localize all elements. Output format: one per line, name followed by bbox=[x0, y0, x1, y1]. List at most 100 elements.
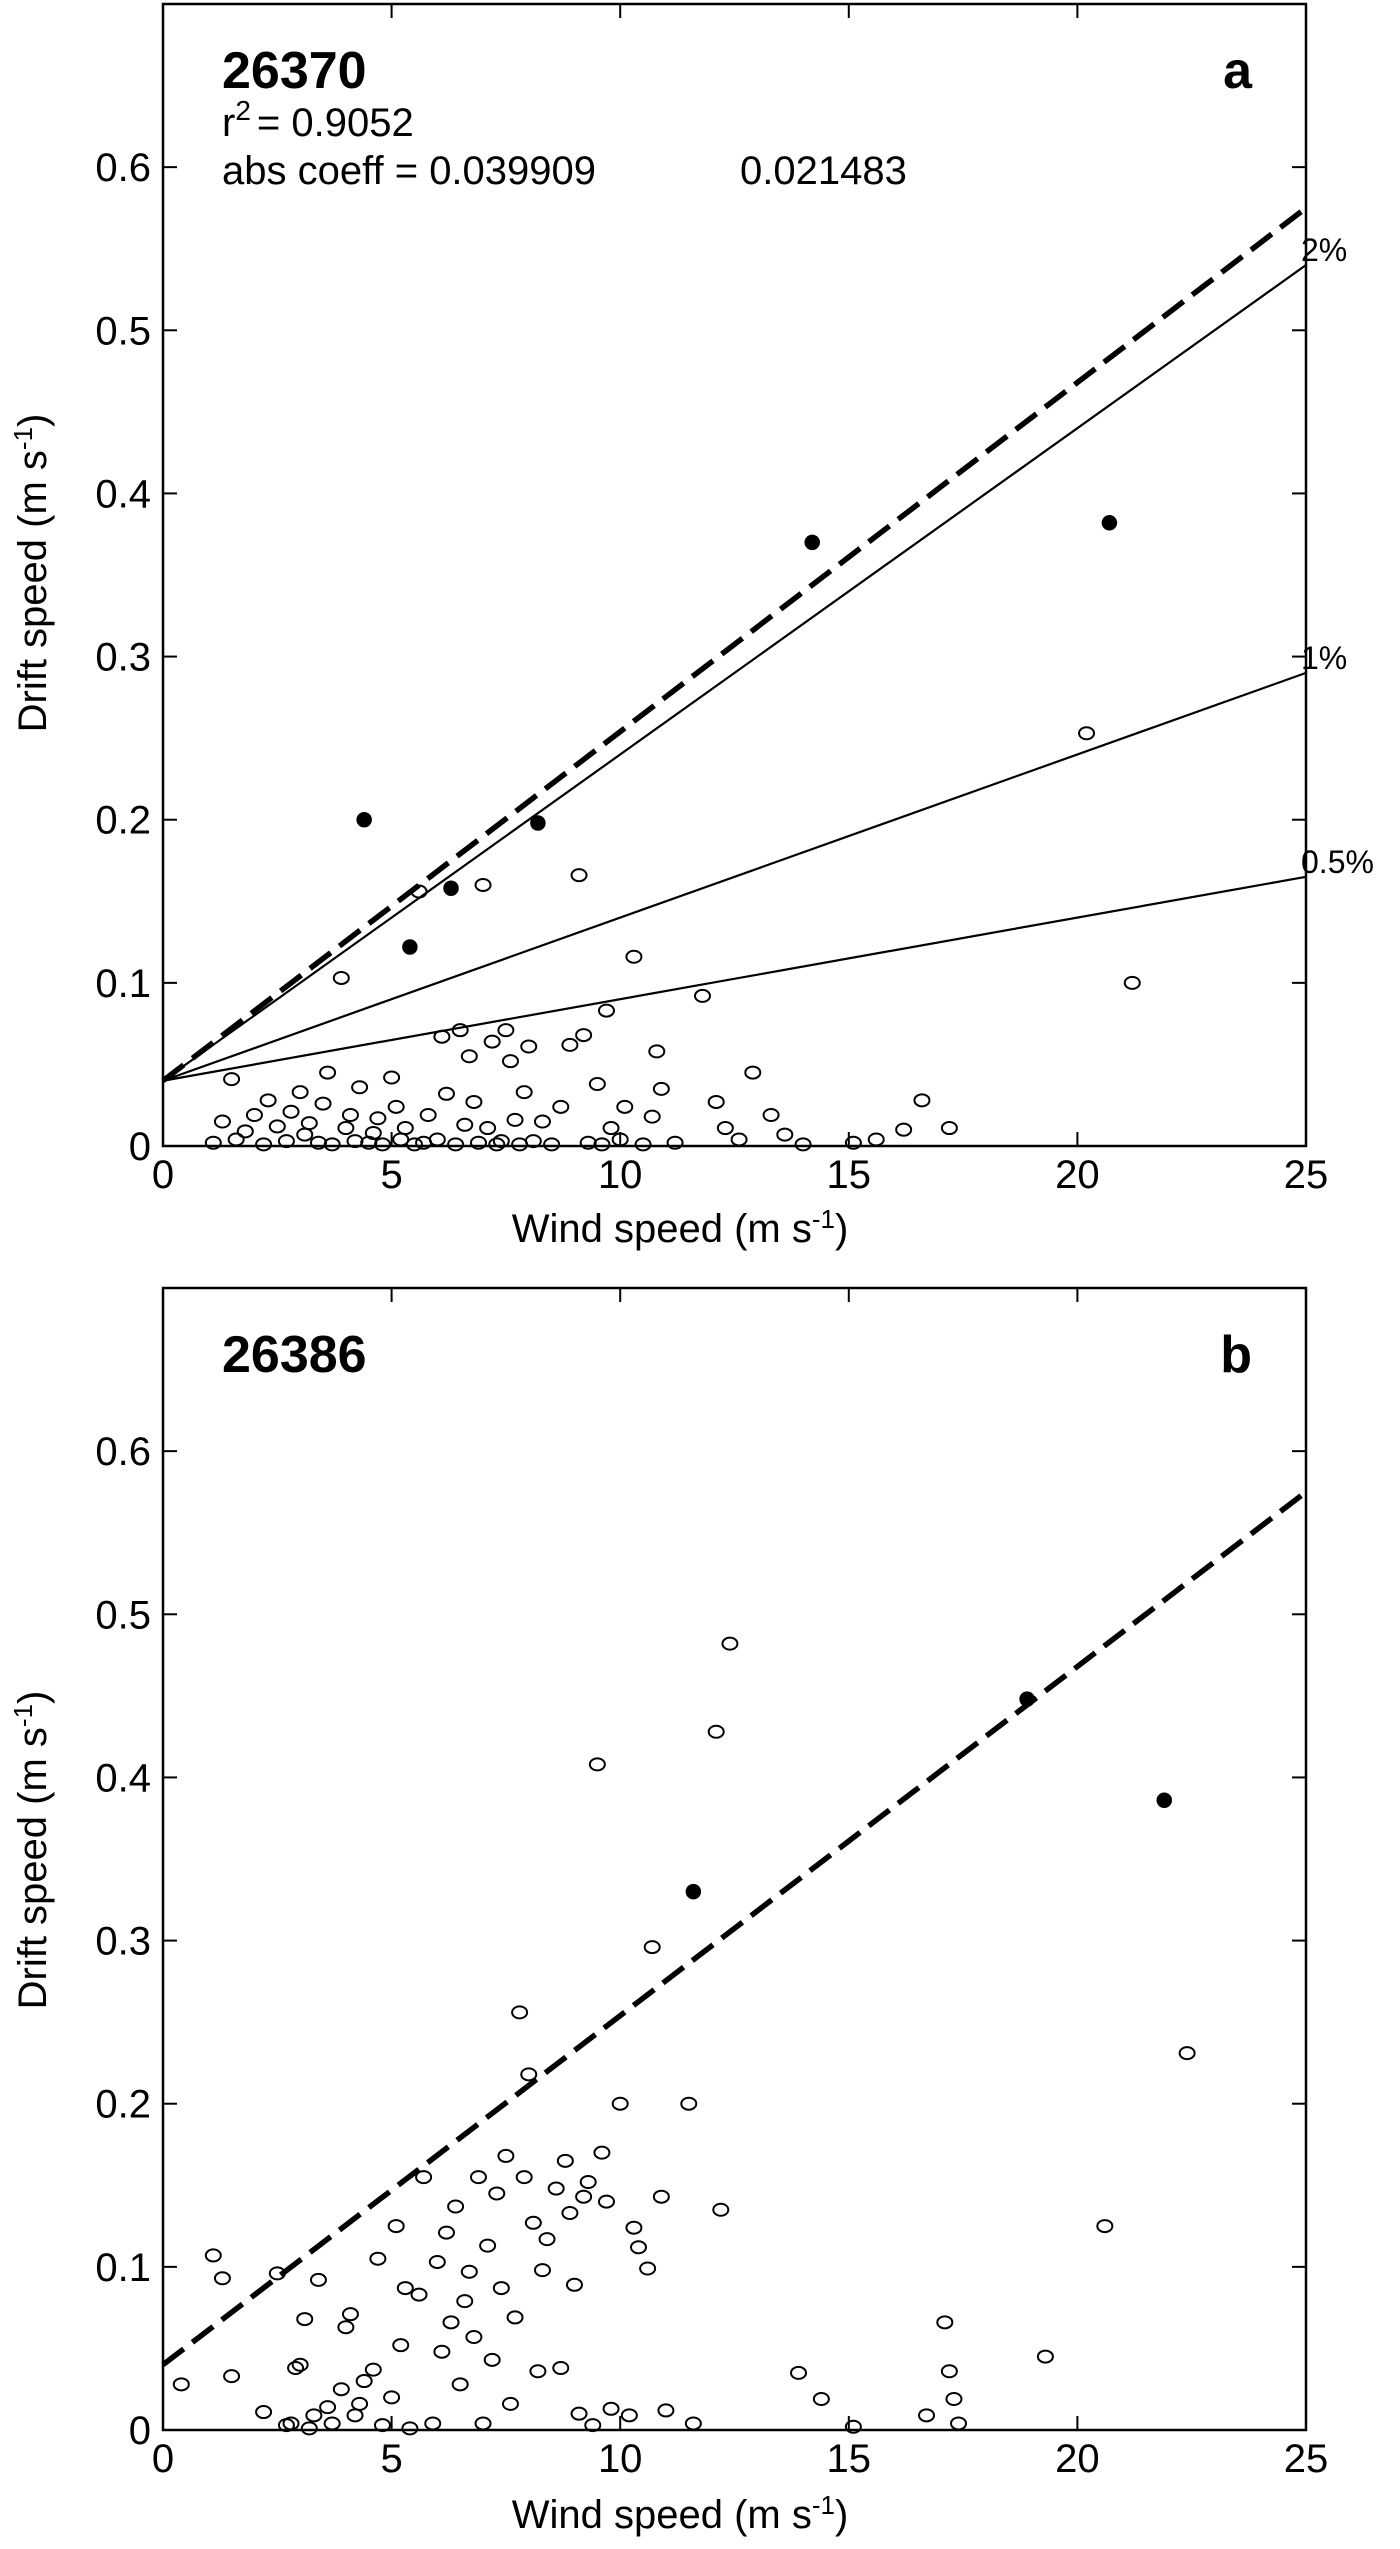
panel-a-open-point-62 bbox=[575, 1028, 593, 1043]
panel-b-open-point-72 bbox=[611, 2096, 629, 2111]
panel-b-open-point-86 bbox=[812, 2392, 830, 2407]
panel-b-open-point-54 bbox=[520, 2067, 538, 2082]
panel-b-open-point-37 bbox=[442, 2315, 460, 2330]
panel-b-open-point-62 bbox=[561, 2206, 579, 2221]
panel-a-open-point-37 bbox=[433, 1029, 451, 1044]
panel-b-open-point-48 bbox=[492, 2281, 510, 2296]
panel-b-open-point-41 bbox=[460, 2264, 478, 2279]
panel-a-x-tick-label-0: 0 bbox=[152, 1153, 174, 1197]
panel-a-open-point-28 bbox=[383, 1070, 401, 1085]
panel-a-open-point-50 bbox=[497, 1023, 515, 1038]
panel-a-open-point-74 bbox=[652, 1081, 670, 1096]
panel-b-open-point-90 bbox=[940, 2364, 958, 2379]
panel-b-open-point-2 bbox=[204, 2248, 222, 2263]
panel-a-open-point-81 bbox=[762, 1108, 780, 1123]
panel-b-open-point-65 bbox=[575, 2189, 593, 2204]
panel-b-open-point-95 bbox=[1178, 2046, 1196, 2061]
panel-a-x-tick-label-5: 25 bbox=[1284, 1153, 1329, 1197]
panel-b-y-tick-label-1: 0.1 bbox=[95, 2246, 151, 2290]
panel-b-filled-point-1 bbox=[685, 1883, 702, 1900]
panel-b-open-point-94 bbox=[1096, 2219, 1114, 2234]
panel-b-open-point-9 bbox=[287, 2361, 305, 2376]
panel-a-x-tick-label-1: 5 bbox=[380, 1153, 402, 1197]
panel-b: 26386 b Wind speed (m s-1) Drift speed (… bbox=[8, 1286, 1329, 2537]
panel-a-open-point-1 bbox=[204, 1135, 222, 1150]
panel-a-x-axis-label: Wind speed (m s-1) bbox=[512, 1204, 849, 1251]
panel-a-y-axis-label-close: ) bbox=[11, 414, 55, 427]
panel-a-open-point-48 bbox=[488, 1137, 506, 1152]
panel-b-open-point-52 bbox=[511, 2005, 529, 2020]
panel-b-open-point-76 bbox=[639, 2261, 657, 2276]
panel-b-open-point-50 bbox=[501, 2396, 519, 2411]
panel-b-open-point-45 bbox=[479, 2238, 497, 2253]
panel-a-open-point-9 bbox=[268, 1119, 286, 1134]
panel-b-open-point-14 bbox=[309, 2272, 327, 2287]
panel-b-open-point-32 bbox=[415, 2170, 433, 2185]
panel-a-open-point-78 bbox=[716, 1121, 734, 1136]
panel-b-x-tick-label-5: 25 bbox=[1284, 2437, 1329, 2481]
panel-a-open-point-27 bbox=[373, 1137, 391, 1152]
panel-a-plot-frame bbox=[161, 2, 1308, 1148]
panel-b-open-point-28 bbox=[392, 2338, 410, 2353]
panel-a-open-point-46 bbox=[479, 1121, 497, 1136]
panel-b-station-id: 26386 bbox=[222, 1326, 367, 1384]
panel-b-open-point-38 bbox=[447, 2199, 465, 2214]
panel-a-open-point-67 bbox=[602, 1121, 620, 1136]
panel-b-open-point-49 bbox=[497, 2148, 515, 2163]
panel-a-open-point-6 bbox=[245, 1108, 263, 1123]
panel-a-open-point-20 bbox=[337, 1121, 355, 1136]
panel-b-open-point-19 bbox=[341, 2307, 359, 2322]
panel-a-open-point-58 bbox=[543, 1137, 561, 1152]
panel-a-filled-point-4 bbox=[530, 815, 546, 831]
panel-a-y-tick-label-4: 0.4 bbox=[95, 472, 151, 516]
panel-a-y-axis-label: Drift speed (m s-1) bbox=[8, 414, 55, 733]
panel-b-open-point-30 bbox=[401, 2421, 419, 2436]
panel-b-open-point-87 bbox=[844, 2419, 862, 2434]
panel-a-open-point-17 bbox=[319, 1065, 337, 1080]
panel-b-open-point-1 bbox=[172, 2377, 190, 2392]
panel-b-plot-frame bbox=[161, 1286, 1308, 2432]
panel-b-open-point-40 bbox=[456, 2294, 474, 2309]
panel-a-reference-line-3 bbox=[162, 875, 1307, 1082]
panel-a-y-axis-label-main: Drift speed (m s bbox=[11, 450, 55, 732]
panel-b-open-point-17 bbox=[332, 2382, 350, 2397]
panel-a-open-point-5 bbox=[236, 1124, 254, 1139]
panel-a-filled-point-3 bbox=[443, 880, 459, 896]
panel-a-open-point-26 bbox=[369, 1111, 387, 1126]
panel-b-open-point-3 bbox=[213, 2271, 231, 2286]
panel-b-x-axis-label-main: Wind speed (m s bbox=[512, 2493, 812, 2537]
panel-a-open-point-45 bbox=[474, 877, 492, 892]
panel-b-y-tick-label-3: 0.3 bbox=[95, 1920, 151, 1964]
panel-b-open-point-70 bbox=[597, 2194, 615, 2209]
panel-a-x-axis-label-exp: -1 bbox=[812, 1204, 835, 1234]
panel-b-open-point-69 bbox=[593, 2145, 611, 2160]
panel-b-open-point-68 bbox=[588, 1757, 606, 1772]
panel-b-open-point-79 bbox=[657, 2403, 675, 2418]
panel-a-y-tick-label-1: 0.1 bbox=[95, 962, 151, 1006]
panel-a-open-point-43 bbox=[465, 1094, 483, 1109]
panel-b-y-tick-label-5: 0.5 bbox=[95, 1593, 151, 1637]
panel-a-open-point-90 bbox=[1123, 975, 1141, 990]
panel-b-open-point-91 bbox=[945, 2392, 963, 2407]
panel-b-open-point-24 bbox=[369, 2251, 387, 2266]
panel-b-y-tick-label-4: 0.4 bbox=[95, 1756, 151, 1800]
panel-a-open-point-52 bbox=[506, 1112, 524, 1127]
panel-b-open-point-93 bbox=[1036, 2349, 1054, 2364]
panel-b-open-point-58 bbox=[538, 2232, 556, 2247]
panel-b-open-point-80 bbox=[680, 2096, 698, 2111]
panel-b-open-point-31 bbox=[410, 2287, 428, 2302]
panel-a-open-point-59 bbox=[552, 1099, 570, 1114]
panel-b-open-point-78 bbox=[652, 2189, 670, 2204]
panel-a-open-point-54 bbox=[515, 1085, 533, 1100]
panel-a-open-point-18 bbox=[323, 1137, 341, 1152]
panel-a-open-point-31 bbox=[396, 1121, 414, 1136]
panel-a-reference-line-label-1: 2% bbox=[1301, 232, 1347, 268]
panel-a-open-point-69 bbox=[616, 1099, 634, 1114]
panel-b-x-tick-label-1: 5 bbox=[380, 2437, 402, 2481]
panel-a-open-point-87 bbox=[913, 1093, 931, 1108]
panel-a-x-axis-label-main: Wind speed (m s bbox=[512, 1207, 812, 1251]
panel-b-y-axis-label-close: ) bbox=[11, 1691, 55, 1704]
panel-b-open-point-12 bbox=[300, 2421, 318, 2436]
panel-a-open-point-70 bbox=[625, 949, 643, 964]
